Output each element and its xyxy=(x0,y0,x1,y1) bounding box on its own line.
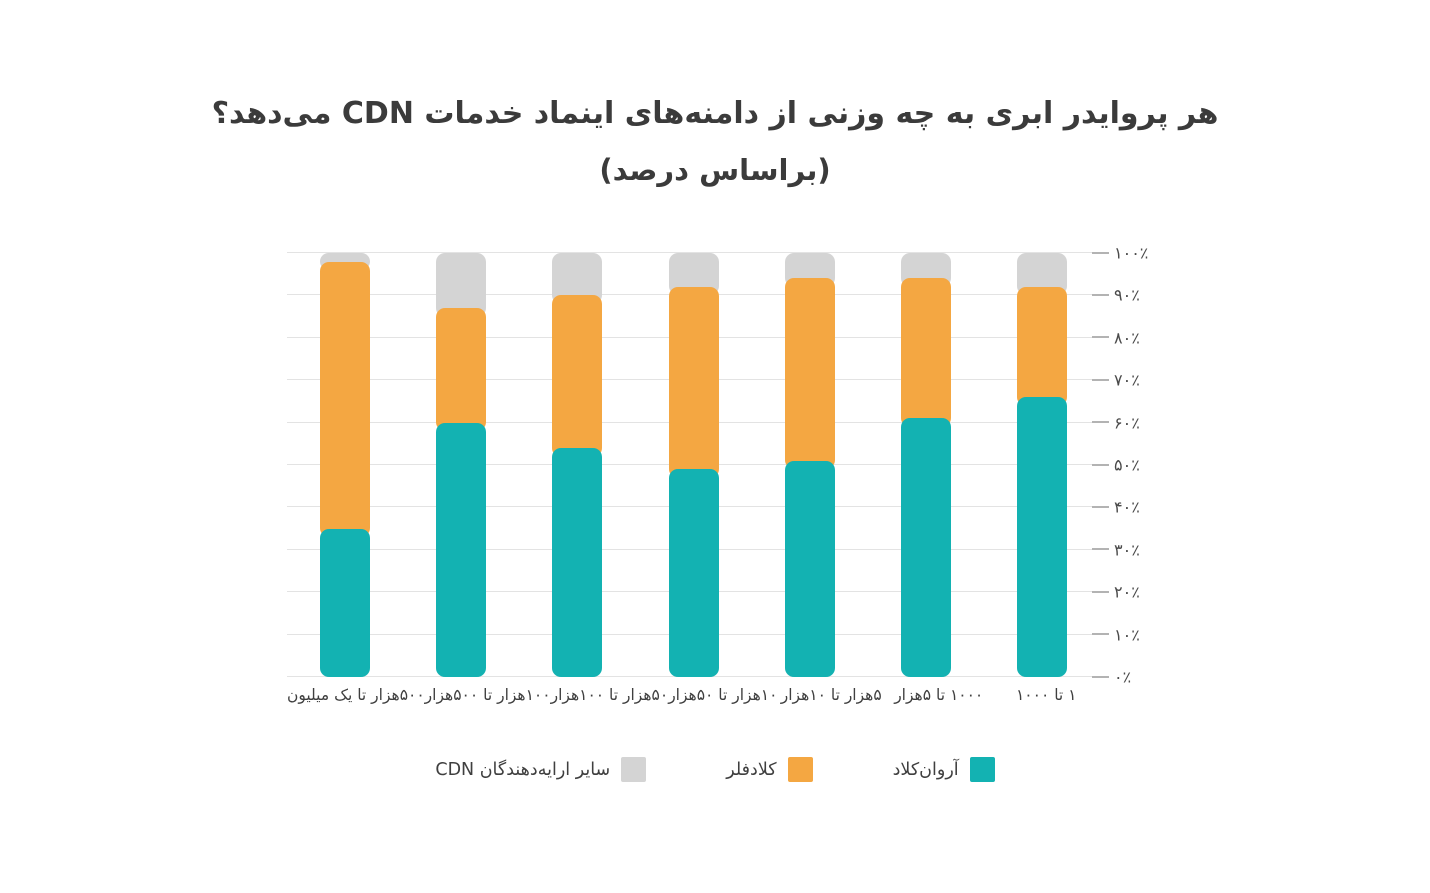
x-axis-label: ۱۰هزار تا ۵۰هزار xyxy=(668,686,778,704)
y-tick-label: ۱۰۰٪ xyxy=(1114,243,1149,263)
stacked-bar[interactable] xyxy=(784,253,835,677)
legend-item-cloudflare[interactable]: کلادفلر xyxy=(726,757,813,782)
bar-segment-arvancloud[interactable] xyxy=(320,528,371,677)
y-tick-mark xyxy=(1092,463,1109,466)
gridline xyxy=(287,252,1100,253)
y-tick-mark xyxy=(1092,590,1109,593)
bar-segment-arvancloud[interactable] xyxy=(436,422,487,677)
bar-segment-cloudflare[interactable] xyxy=(900,278,951,427)
y-tick-mark xyxy=(1092,293,1109,296)
bar-segment-arvancloud[interactable] xyxy=(784,460,835,677)
stacked-bar[interactable] xyxy=(552,253,603,677)
chart-subtitle: (براساس درصد) xyxy=(599,153,831,187)
title-block: هر پروایدر ابری به چه وزنی از دامنه‌های … xyxy=(0,96,1430,187)
y-tick-mark xyxy=(1092,633,1109,636)
bar-segment-cloudflare[interactable] xyxy=(436,308,487,432)
bar-column xyxy=(287,253,403,677)
bar-segment-cloudflare[interactable] xyxy=(784,278,835,470)
y-tick-label: ۵۰٪ xyxy=(1114,455,1140,475)
stacked-bar[interactable] xyxy=(900,253,951,677)
y-tick-mark xyxy=(1092,675,1109,678)
y-tick-mark xyxy=(1092,548,1109,551)
y-tick-label: ۰٪ xyxy=(1114,667,1132,687)
bar-segment-arvancloud[interactable] xyxy=(552,448,603,677)
bar-segment-arvancloud[interactable] xyxy=(1016,397,1067,677)
bar-column xyxy=(752,253,868,677)
legend-swatch-cloudflare xyxy=(787,757,813,782)
x-axis-label: ۵۰۰هزار تا یک میلیون xyxy=(286,686,425,704)
y-tick-label: ۲۰٪ xyxy=(1114,582,1140,602)
bar-column xyxy=(868,253,984,677)
y-tick-mark xyxy=(1092,378,1109,381)
y-tick-label: ۸۰٪ xyxy=(1114,328,1140,348)
bar-column xyxy=(635,253,751,677)
y-tick-mark xyxy=(1092,336,1109,339)
legend-label: سایر ارایه‌دهندگان CDN xyxy=(435,759,611,780)
bar-segment-other-cdn-providers[interactable] xyxy=(436,253,487,317)
bar-segment-cloudflare[interactable] xyxy=(1016,286,1067,406)
x-axis-label: ۵۰هزار تا ۱۰۰هزار xyxy=(550,686,669,704)
y-tick-label: ۹۰٪ xyxy=(1114,285,1140,305)
legend-swatch-other-cdn-providers xyxy=(621,757,647,782)
bar-column xyxy=(984,253,1100,677)
bar-segment-arvancloud[interactable] xyxy=(668,469,719,677)
bar-column xyxy=(403,253,519,677)
x-axis-label: ۱۰۰هزار تا ۵۰۰هزار xyxy=(424,686,551,704)
legend-label: آروان‌کلاد xyxy=(892,759,959,780)
stacked-bar[interactable] xyxy=(436,253,487,677)
stacked-bar[interactable] xyxy=(668,253,719,677)
legend-label: کلادفلر xyxy=(726,759,777,780)
y-tick-label: ۱۰٪ xyxy=(1114,625,1140,645)
bar-segment-arvancloud[interactable] xyxy=(900,418,951,677)
x-axis-labels: ۱ تا ۱۰۰۰ ۱۰۰۰ تا ۵هزار ۵هزار تا ۱۰هزار ۱۰ه… xyxy=(287,686,1100,704)
legend-swatch-arvancloud xyxy=(969,757,995,782)
legend: آروان‌کلاد کلادفلر سایر ارایه‌دهندگان CDN xyxy=(0,757,1430,782)
bar-segment-cloudflare[interactable] xyxy=(552,295,603,457)
y-tick-label: ۷۰٪ xyxy=(1114,370,1140,390)
chart-title: هر پروایدر ابری به چه وزنی از دامنه‌های … xyxy=(211,96,1219,131)
stacked-bar[interactable] xyxy=(1016,253,1067,677)
plot-area: ۰٪ ۱۰٪ ۲۰٪ ۳۰٪ ۴۰٪ ۵۰٪ ۶۰٪ ۷۰٪ ۸۰٪ ۹۰٪ ۱۰۰٪ xyxy=(287,244,1148,687)
y-tick-label: ۴۰٪ xyxy=(1114,497,1140,517)
y-tick-mark xyxy=(1092,251,1109,254)
bars-layer xyxy=(287,253,1100,677)
legend-item-other-cdn-providers[interactable]: سایر ارایه‌دهندگان CDN xyxy=(435,757,647,782)
legend-item-arvancloud[interactable]: آروان‌کلاد xyxy=(893,757,995,782)
y-tick-mark xyxy=(1092,421,1109,424)
stacked-bar[interactable] xyxy=(320,253,371,677)
y-tick-label: ۶۰٪ xyxy=(1114,413,1140,433)
y-tick-mark xyxy=(1092,505,1109,508)
bar-segment-cloudflare[interactable] xyxy=(668,286,719,478)
x-axis-label: ۱۰۰۰ تا ۵هزار xyxy=(894,686,984,704)
x-axis-label: ۵هزار تا ۱۰هزار xyxy=(780,686,882,704)
bar-column xyxy=(519,253,635,677)
y-tick-label: ۳۰٪ xyxy=(1114,540,1140,560)
bar-segment-other-cdn-providers[interactable] xyxy=(552,253,603,304)
bar-segment-cloudflare[interactable] xyxy=(320,261,371,538)
x-axis-label: ۱ تا ۱۰۰۰ xyxy=(1015,686,1077,704)
